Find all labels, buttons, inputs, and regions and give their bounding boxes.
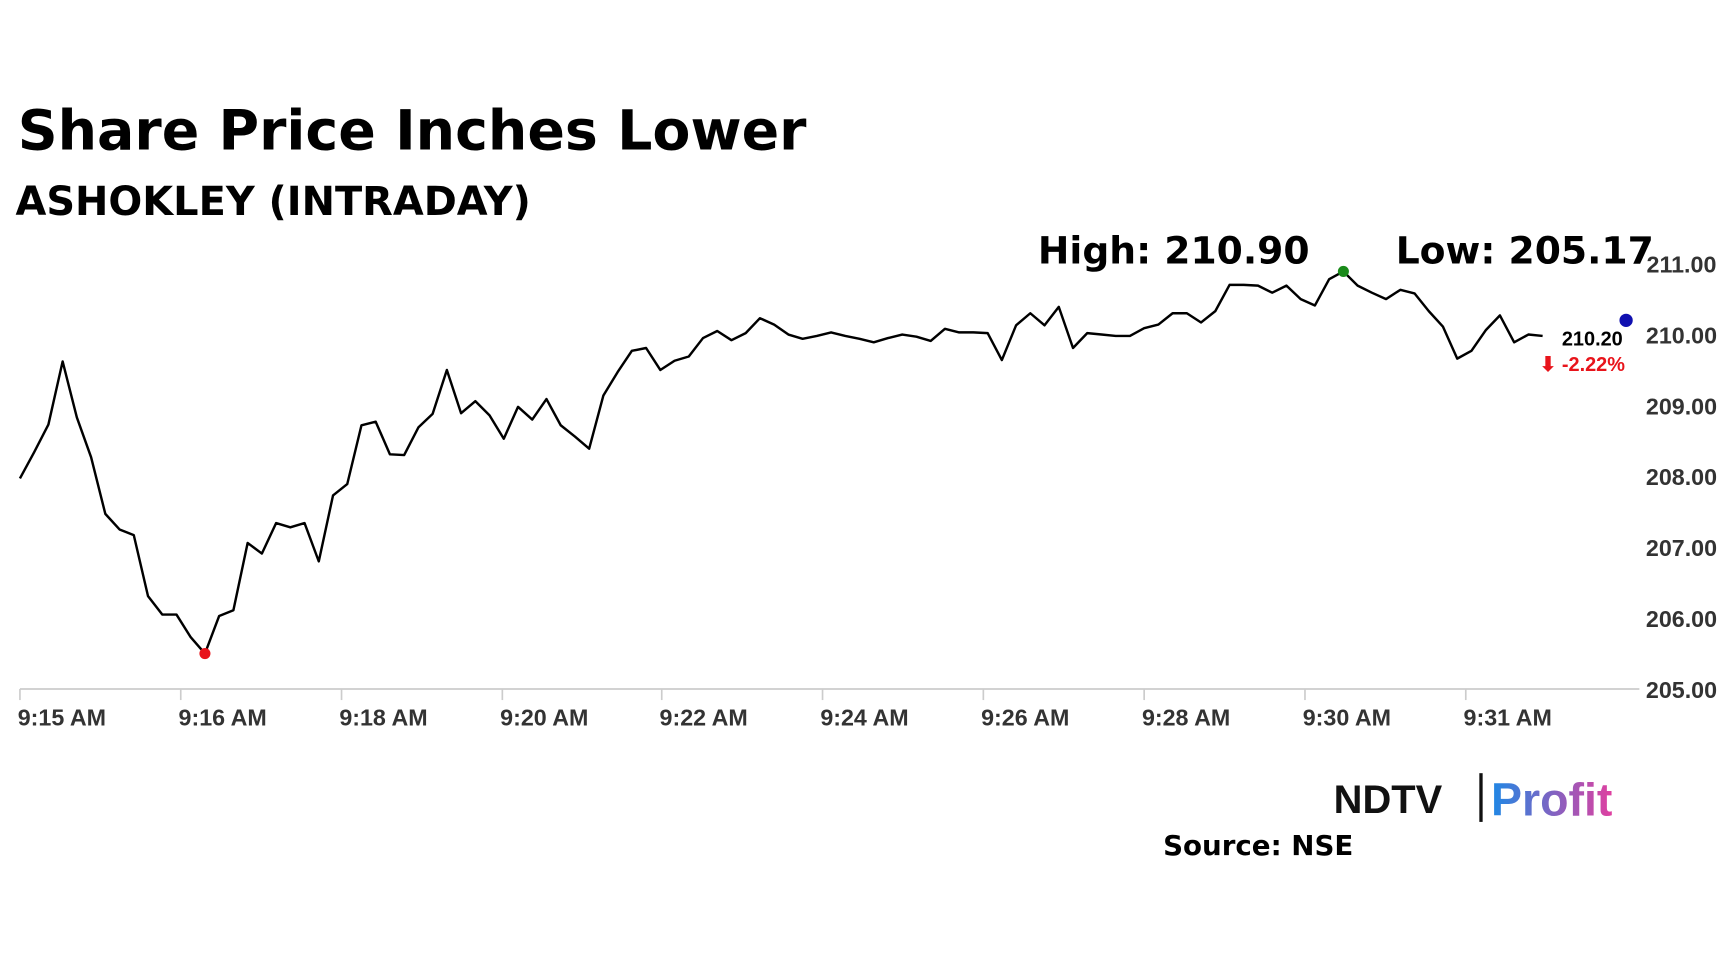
last-price-label: 210.20 — [1562, 329, 1623, 351]
y-tick-label: 205.00 — [1646, 677, 1717, 703]
x-tick-label: 9:28 AM — [1142, 705, 1230, 731]
x-tick-label: 9:26 AM — [981, 705, 1069, 731]
y-tick-label: 209.00 — [1646, 393, 1717, 419]
y-tick-label: 206.00 — [1646, 606, 1717, 632]
x-tick-label: 9:20 AM — [500, 705, 588, 731]
change-label: ⬇ -2.22% — [1540, 354, 1626, 376]
y-tick-label: 208.00 — [1646, 464, 1717, 490]
chart-subtitle: ASHOKLEY (INTRADAY) — [16, 179, 531, 225]
chart-title: Share Price Inches Lower — [18, 100, 807, 164]
x-tick-label: 9:22 AM — [660, 705, 748, 731]
x-tick-label: 9:15 AM — [18, 705, 106, 731]
x-tick-label: 9:16 AM — [179, 705, 267, 731]
y-tick-label: 207.00 — [1646, 535, 1717, 561]
brand-left: NDTV — [1334, 778, 1443, 822]
brand-right: Profit — [1491, 773, 1612, 825]
high-annotation: High: 210.90 — [1038, 229, 1310, 273]
source: Source: NSE — [1163, 829, 1353, 862]
y-tick-label: 210.00 — [1646, 322, 1717, 348]
y-tick-label: 211.00 — [1647, 251, 1717, 277]
x-tick-label: 9:24 AM — [820, 705, 908, 731]
high-marker — [1337, 265, 1349, 277]
x-tick-label: 9:18 AM — [339, 705, 427, 731]
low-annotation: Low: 205.17 — [1396, 229, 1654, 273]
x-tick-label: 9:31 AM — [1464, 705, 1552, 731]
x-tick-label: 9:30 AM — [1303, 705, 1391, 731]
low-marker — [199, 648, 211, 660]
last-marker — [1619, 313, 1633, 327]
price-line — [18, 270, 1543, 655]
